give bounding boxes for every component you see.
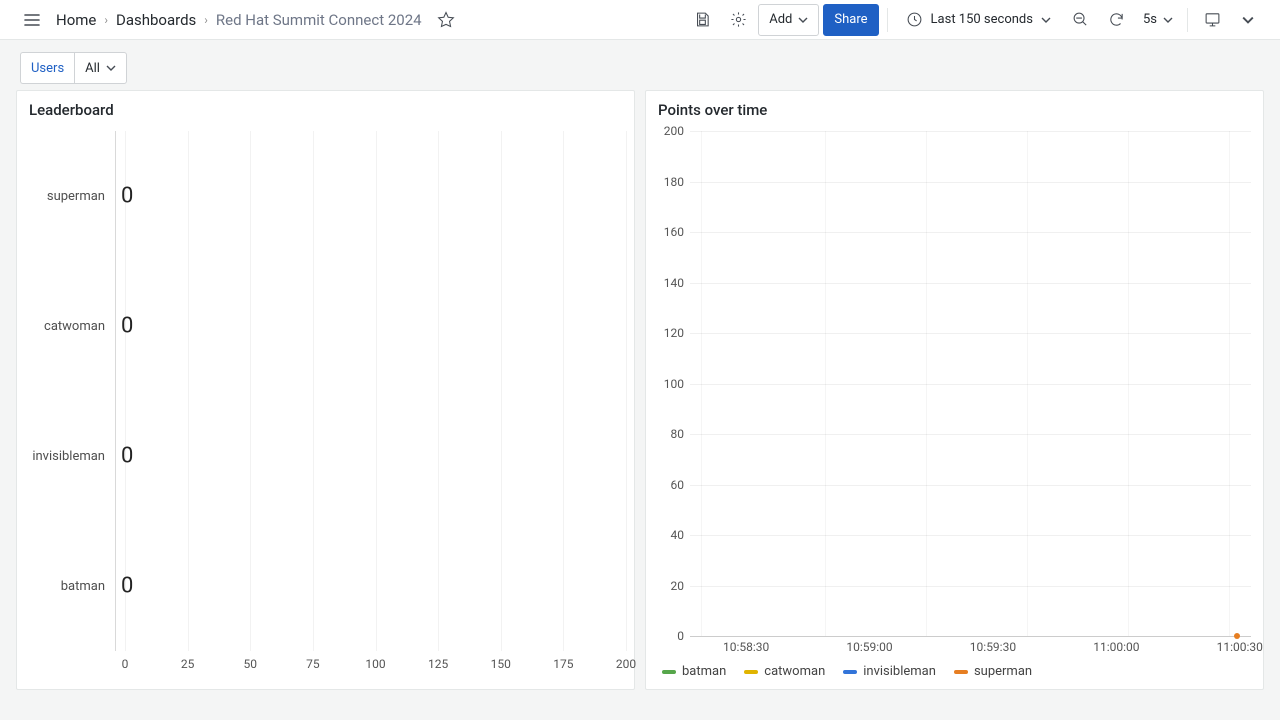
legend-label: superman bbox=[974, 664, 1032, 679]
clock-icon bbox=[906, 11, 923, 28]
chevron-right-icon: › bbox=[204, 13, 208, 27]
variable-users-select[interactable]: All bbox=[74, 52, 127, 84]
axis-tick: 180 bbox=[664, 175, 684, 189]
save-button[interactable] bbox=[686, 4, 718, 36]
axis-tick: 0 bbox=[677, 629, 684, 643]
monitor-icon bbox=[1204, 11, 1221, 28]
axis-tick: 200 bbox=[664, 124, 684, 138]
panel-leaderboard: Leaderboard superman0catwoman0invisiblem… bbox=[16, 90, 635, 690]
refresh-interval-label: 5s bbox=[1143, 12, 1157, 27]
chevron-down-icon bbox=[106, 63, 116, 73]
add-label: Add bbox=[769, 12, 792, 27]
axis-tick: 20 bbox=[671, 579, 685, 593]
panel-timeseries: Points over time 0 20 40 60 80 100 120 140 160 18… bbox=[645, 90, 1264, 690]
legend-item[interactable]: invisibleman bbox=[843, 664, 936, 679]
axis-tick: 80 bbox=[671, 427, 685, 441]
legend-label: invisibleman bbox=[863, 664, 936, 679]
legend-label: batman bbox=[682, 664, 726, 679]
axis-tick: 40 bbox=[671, 528, 685, 542]
axis-tick: 75 bbox=[306, 657, 320, 671]
axis-tick: 100 bbox=[664, 377, 684, 391]
breadcrumb-dashboards[interactable]: Dashboards bbox=[116, 11, 196, 29]
variable-users-value: All bbox=[85, 61, 100, 76]
panel-title: Points over time bbox=[646, 91, 1263, 123]
axis-tick: 50 bbox=[244, 657, 258, 671]
leaderboard-row-value: 0 bbox=[121, 574, 133, 599]
chevron-down-icon bbox=[1242, 14, 1254, 26]
time-range-label: Last 150 seconds bbox=[931, 12, 1033, 27]
axis-tick: 100 bbox=[365, 657, 385, 671]
more-button[interactable] bbox=[1232, 4, 1264, 36]
chevron-down-icon bbox=[1163, 15, 1173, 25]
add-button[interactable]: Add bbox=[758, 4, 819, 36]
axis-tick: 60 bbox=[671, 478, 685, 492]
legend-label: catwoman bbox=[764, 664, 825, 679]
legend-swatch bbox=[662, 670, 676, 674]
menu-toggle[interactable] bbox=[16, 4, 48, 36]
chevron-right-icon: › bbox=[104, 13, 108, 27]
leaderboard-row-label: superman bbox=[25, 189, 115, 204]
separator bbox=[1187, 8, 1188, 32]
variable-users-label: Users bbox=[20, 52, 74, 84]
legend-item[interactable]: superman bbox=[954, 664, 1032, 679]
leaderboard-row-value: 0 bbox=[121, 184, 133, 209]
legend-swatch bbox=[744, 670, 758, 674]
chevron-down-icon bbox=[798, 15, 808, 25]
chevron-down-icon bbox=[1041, 15, 1051, 25]
refresh-icon bbox=[1108, 11, 1125, 28]
zoom-out-button[interactable] bbox=[1065, 4, 1097, 36]
timeseries-chart: 020406080100120140160180200 10:58:3010:5… bbox=[654, 131, 1251, 681]
share-button[interactable]: Share bbox=[823, 4, 878, 36]
leaderboard-row: catwoman 0 bbox=[25, 261, 626, 391]
leaderboard-row-label: batman bbox=[25, 579, 115, 594]
leaderboard-row: superman 0 bbox=[25, 131, 626, 261]
settings-button[interactable] bbox=[722, 4, 754, 36]
leaderboard-row-value: 0 bbox=[121, 444, 133, 469]
leaderboard-row: invisibleman 0 bbox=[25, 391, 626, 521]
axis-tick: 160 bbox=[664, 225, 684, 239]
legend-swatch bbox=[843, 670, 857, 674]
share-label: Share bbox=[834, 12, 867, 27]
leaderboard-row-label: catwoman bbox=[25, 319, 115, 334]
breadcrumb-home[interactable]: Home bbox=[56, 11, 96, 29]
axis-tick: 0 bbox=[122, 657, 129, 671]
leaderboard-chart: superman 0 catwoman 0 invisibleman 0 batman 0 0… bbox=[25, 131, 626, 681]
leaderboard-row-label: invisibleman bbox=[25, 449, 115, 464]
leaderboard-row-value: 0 bbox=[121, 314, 133, 339]
axis-tick: 120 bbox=[664, 326, 684, 340]
breadcrumb-current: Red Hat Summit Connect 2024 bbox=[216, 11, 422, 29]
axis-tick: 10:59:30 bbox=[970, 640, 1016, 654]
save-icon bbox=[694, 11, 711, 28]
axis-tick: 175 bbox=[553, 657, 573, 671]
axis-tick: 11:00:30 bbox=[1217, 640, 1263, 654]
separator bbox=[887, 8, 888, 32]
axis-tick: 10:59:00 bbox=[846, 640, 892, 654]
axis-tick: 10:58:30 bbox=[723, 640, 769, 654]
leaderboard-row: batman 0 bbox=[25, 521, 626, 651]
axis-tick: 140 bbox=[664, 276, 684, 290]
zoom-out-icon bbox=[1072, 11, 1089, 28]
refresh-button[interactable] bbox=[1101, 4, 1133, 36]
hamburger-icon bbox=[23, 11, 41, 29]
breadcrumb: Home › Dashboards › Red Hat Summit Conne… bbox=[56, 11, 422, 29]
axis-tick: 11:00:00 bbox=[1093, 640, 1139, 654]
legend-item[interactable]: batman bbox=[662, 664, 726, 679]
legend-swatch bbox=[954, 670, 968, 674]
kiosk-button[interactable] bbox=[1196, 4, 1228, 36]
refresh-interval-picker[interactable]: 5s bbox=[1137, 4, 1179, 36]
star-icon bbox=[437, 11, 455, 29]
timeseries-legend: batman catwoman invisibleman superman bbox=[654, 660, 1251, 681]
gear-icon bbox=[730, 11, 747, 28]
axis-tick: 150 bbox=[491, 657, 511, 671]
favorite-toggle[interactable] bbox=[430, 4, 462, 36]
axis-tick: 200 bbox=[616, 657, 636, 671]
axis-tick: 125 bbox=[428, 657, 448, 671]
legend-item[interactable]: catwoman bbox=[744, 664, 825, 679]
panel-title: Leaderboard bbox=[17, 91, 634, 123]
axis-tick: 25 bbox=[181, 657, 195, 671]
time-range-picker[interactable]: Last 150 seconds bbox=[896, 4, 1061, 36]
